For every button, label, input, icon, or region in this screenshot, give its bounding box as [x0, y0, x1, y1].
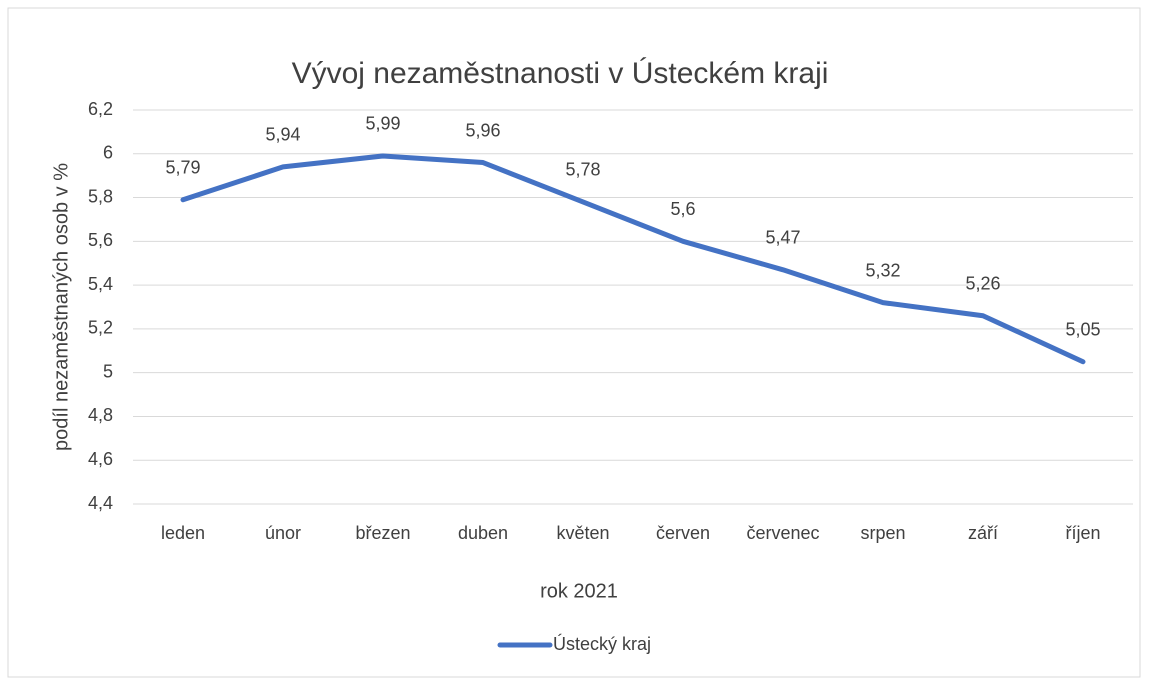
y-tick-label: 4,4: [88, 493, 113, 513]
data-label: 5,05: [1065, 319, 1100, 339]
data-label: 5,47: [765, 228, 800, 248]
data-label: 5,94: [265, 125, 300, 145]
y-axis-label: podíl nezaměstnaných osob v %: [50, 163, 72, 451]
y-tick-label: 4,8: [88, 405, 113, 425]
x-tick-label: leden: [161, 523, 205, 543]
data-label: 5,32: [865, 260, 900, 280]
x-tick-label: březen: [355, 523, 410, 543]
data-label: 5,26: [965, 274, 1000, 294]
legend-label: Ústecký kraj: [553, 633, 651, 654]
y-tick-label: 5,2: [88, 318, 113, 338]
x-tick-label: červenec: [746, 523, 819, 543]
data-label: 5,79: [165, 157, 200, 177]
y-tick-label: 4,6: [88, 449, 113, 469]
x-tick-label: říjen: [1065, 523, 1100, 543]
data-label: 5,6: [670, 199, 695, 219]
data-label: 5,78: [565, 160, 600, 180]
x-tick-label: červen: [656, 523, 710, 543]
y-tick-label: 5,4: [88, 274, 113, 294]
x-tick-label: září: [968, 523, 998, 543]
x-tick-label: květen: [556, 523, 609, 543]
x-tick-label: duben: [458, 523, 508, 543]
data-line: [180, 153, 1086, 365]
x-tick-label: srpen: [860, 523, 905, 543]
data-label: 5,99: [365, 114, 400, 134]
y-tick-label: 5,6: [88, 230, 113, 250]
y-tick-label: 5: [103, 361, 113, 381]
x-tick-label: únor: [265, 523, 301, 543]
y-tick-label: 5,8: [88, 186, 113, 206]
chart-title: Vývoj nezaměstnanosti v Ústeckém kraji: [292, 57, 829, 90]
y-tick-label: 6,2: [88, 99, 113, 119]
chart-frame: [7, 7, 1141, 678]
y-tick-label: 6: [103, 143, 113, 163]
data-label: 5,96: [465, 120, 500, 140]
x-axis-label: rok 2021: [540, 580, 618, 602]
